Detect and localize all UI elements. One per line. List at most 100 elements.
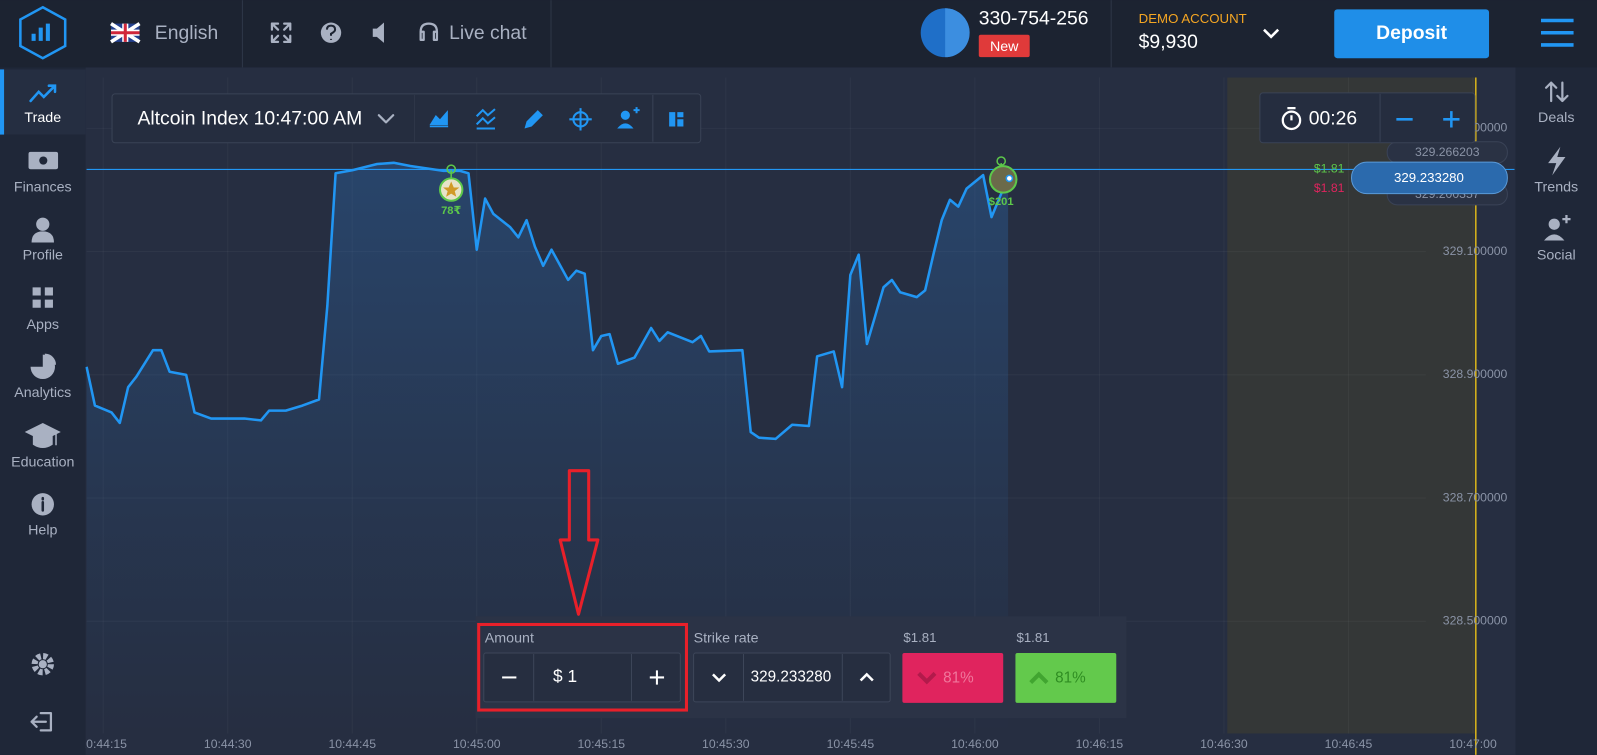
right-sidebar-bg <box>1515 67 1597 755</box>
menu-button[interactable] <box>1540 18 1574 47</box>
help-glyph[interactable] <box>325 24 337 40</box>
x-tick-label: 10:45:30 <box>702 737 750 751</box>
drawing-button[interactable] <box>524 110 543 129</box>
y-tick-label: 329.100000 <box>1443 244 1508 258</box>
account-dropdown[interactable] <box>1263 28 1280 39</box>
marker-label: 78₹ <box>441 205 461 217</box>
logout-button[interactable] <box>30 711 53 732</box>
strike-decrease[interactable] <box>712 673 727 683</box>
flag[interactable] <box>110 22 141 44</box>
flag-cross-red[interactable] <box>111 23 140 42</box>
account-type[interactable]: DEMO ACCOUNT <box>1139 11 1247 26</box>
support-icon[interactable] <box>419 22 439 41</box>
nav-item[interactable]: Analytics <box>14 385 71 401</box>
nav-item[interactable]: Education <box>11 454 74 470</box>
nav-item[interactable]: Trends <box>1534 179 1578 195</box>
nav-item[interactable]: Deals <box>1538 110 1574 126</box>
deposit-button[interactable] <box>1334 9 1490 59</box>
fullscreen-button[interactable] <box>270 22 292 44</box>
y-tick-label: 328.900000 <box>1443 367 1508 381</box>
timer-box: 00:26 <box>1259 92 1476 144</box>
strike-input-box <box>693 652 891 703</box>
balance[interactable]: $9,930 <box>1139 31 1198 53</box>
marker-badge <box>988 165 1018 194</box>
sound-button[interactable] <box>372 22 384 43</box>
amount-increase[interactable] <box>649 670 665 685</box>
apps-icon[interactable] <box>32 287 53 308</box>
strike-increase[interactable] <box>859 672 874 682</box>
nav-item[interactable]: Finances <box>14 179 72 195</box>
x-tick-label: 10:45:15 <box>578 737 626 751</box>
up-arrow[interactable] <box>1029 671 1049 684</box>
active-indicator <box>0 69 5 135</box>
social-plus[interactable] <box>1562 215 1571 224</box>
settings-button[interactable] <box>31 653 54 676</box>
chart-toolbar: Altcoin Index 10:47:00 AM <box>111 93 702 144</box>
y-tick-label: 328.500000 <box>1443 614 1508 628</box>
price-area <box>86 162 1009 734</box>
logo[interactable] <box>19 5 67 60</box>
plot: 328.500000 328.700000 328.900000 329.100000… <box>79 77 1515 751</box>
nav-item[interactable]: Apps <box>27 317 59 333</box>
amount-label: Amount <box>485 631 534 647</box>
timer-frame <box>1259 92 1476 144</box>
new-badge-text: New <box>990 39 1019 55</box>
trends-icon[interactable] <box>1548 146 1566 176</box>
target-button[interactable] <box>569 108 592 131</box>
target-cross[interactable] <box>569 108 592 131</box>
strike-label: Strike rate <box>694 631 759 647</box>
x-tick-label: 10:47:00 <box>1449 737 1497 751</box>
up-payout: $1.81 <box>1016 630 1049 645</box>
down-payout: $1.81 <box>903 630 936 645</box>
analytics-slice[interactable] <box>44 353 57 365</box>
timer-value: 00:26 <box>1309 107 1357 129</box>
nav-item[interactable]: Profile <box>23 248 63 264</box>
education-icon[interactable] <box>24 422 61 449</box>
up-button[interactable] <box>1015 653 1117 703</box>
up-percent[interactable]: 81% <box>1055 669 1086 686</box>
down-button[interactable] <box>902 653 1004 703</box>
live-chat[interactable]: Live chat <box>449 22 527 44</box>
deals-icon[interactable] <box>1544 81 1569 103</box>
nav-item[interactable]: Trade <box>24 110 61 126</box>
sidebar: Trade Finances Profile Apps Analytics Ed… <box>0 67 86 755</box>
layout-button[interactable] <box>669 112 684 127</box>
down-arrow[interactable] <box>917 671 937 685</box>
chart-type-button[interactable] <box>429 110 449 128</box>
social-head[interactable] <box>1548 218 1560 230</box>
language-selector[interactable]: English <box>155 22 218 44</box>
active-item-bg <box>0 69 86 135</box>
deposit-label[interactable]: Deposit <box>1376 22 1447 44</box>
trade-marker: 78₹ <box>438 164 464 217</box>
x-tick-label: 10:45:45 <box>827 737 875 751</box>
settings-hub[interactable] <box>38 660 47 669</box>
price-pills: 329.266203 329.200357 329.233280 $1.81 $… <box>1314 141 1508 206</box>
person-body[interactable] <box>617 123 634 129</box>
x-tick-label: 10:44:45 <box>328 737 376 751</box>
social-trading-button[interactable] <box>617 107 640 129</box>
timer-increase[interactable] <box>1443 111 1460 128</box>
asset-selector[interactable]: Altcoin Index 10:47:00 AM <box>137 107 362 129</box>
person-head[interactable] <box>620 110 630 120</box>
social-body[interactable] <box>1544 234 1565 241</box>
nav-item[interactable]: Social <box>1537 248 1576 264</box>
nav-item[interactable]: Help <box>28 523 57 539</box>
plus[interactable] <box>633 107 640 114</box>
amount-input[interactable]: $ 1 <box>553 666 577 686</box>
indicators-button[interactable] <box>475 108 496 130</box>
profile-head[interactable] <box>36 217 50 231</box>
down-percent[interactable]: 81% <box>943 669 974 686</box>
logo-bars[interactable] <box>31 23 50 41</box>
strike-input[interactable]: 329.233280 <box>751 668 832 685</box>
profile-body[interactable] <box>31 231 54 243</box>
y-tick-label: 328.700000 <box>1443 490 1508 504</box>
finances-coin[interactable] <box>39 156 48 165</box>
account-number[interactable]: 330-754-256 <box>979 8 1089 30</box>
avatar-half[interactable] <box>945 8 970 58</box>
payout-down: $1.81 <box>1314 181 1345 195</box>
asset-dropdown[interactable] <box>377 114 395 124</box>
trade-icon[interactable] <box>29 84 57 103</box>
pointer-arrow <box>558 469 600 616</box>
new-badge <box>978 34 1030 58</box>
